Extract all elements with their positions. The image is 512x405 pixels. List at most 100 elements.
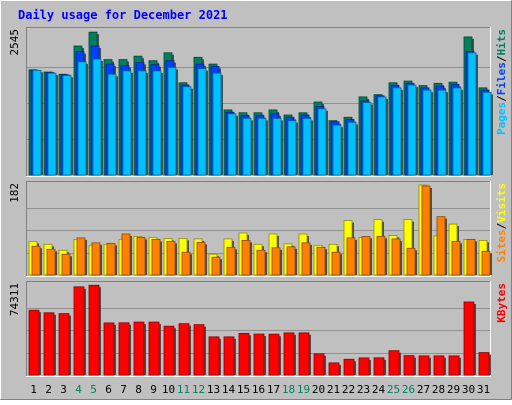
bar-kbytes	[403, 355, 416, 376]
bar-fill	[478, 352, 490, 376]
bar-fill	[76, 237, 86, 276]
bar-fill	[406, 247, 416, 276]
bar-sites	[331, 251, 342, 276]
bar-sites	[181, 251, 192, 276]
bar-fill	[61, 253, 71, 276]
bar-sites	[136, 237, 147, 276]
day-19	[298, 332, 311, 376]
day-14	[223, 109, 238, 176]
bar-kbytes	[178, 323, 191, 376]
bar-sites	[436, 216, 447, 276]
day-13	[208, 253, 222, 276]
bar-kbytes	[313, 353, 326, 376]
bar-kbytes	[208, 336, 221, 376]
bar-pages	[167, 67, 178, 176]
bar-fill	[422, 89, 432, 176]
x-tick-label: 13	[207, 383, 220, 396]
bar-fill	[136, 237, 146, 276]
x-tick-label: 4	[75, 383, 82, 396]
day-3	[58, 313, 71, 376]
bar-fill	[437, 89, 447, 176]
bar-fill	[152, 70, 162, 176]
bar-fill	[316, 246, 326, 276]
y-max-label: 74311	[8, 283, 21, 316]
x-tick-label: 27	[417, 383, 430, 396]
bars-visits	[28, 184, 492, 276]
bar-kbytes	[283, 332, 296, 376]
day-28	[433, 216, 447, 276]
bar-fill	[137, 70, 147, 176]
bar-fill	[361, 236, 371, 276]
bar-pages	[77, 61, 88, 176]
bar-sites	[376, 236, 387, 276]
legend: Sites/Visits	[495, 183, 508, 263]
bar-pages	[362, 102, 373, 176]
day-1	[28, 309, 41, 376]
bar-fill	[107, 73, 117, 176]
bar-sites	[361, 236, 372, 276]
x-tick-label: 20	[312, 383, 325, 396]
bar-fill	[287, 120, 297, 176]
day-31	[478, 239, 492, 276]
bar-fill	[467, 52, 477, 176]
day-23	[358, 236, 372, 276]
day-14	[223, 238, 237, 276]
day-4	[73, 45, 88, 176]
bar-sites	[271, 247, 282, 276]
day-12	[193, 238, 207, 276]
day-5	[88, 242, 102, 276]
chart-panels: 2545Pages/Files/Hits182Sites/Visits74311…	[8, 27, 508, 377]
bars-hits	[28, 31, 493, 176]
x-tick-label: 25	[387, 383, 400, 396]
bar-fill	[31, 245, 41, 276]
legend-item-kbytes: KBytes	[495, 283, 508, 323]
day-1	[28, 69, 43, 176]
day-9	[148, 321, 161, 376]
legend-separator: /	[495, 95, 508, 102]
bar-fill	[481, 250, 491, 276]
bar-fill	[392, 87, 402, 176]
bar-fill	[421, 185, 431, 276]
bar-fill	[436, 216, 446, 276]
bar-pages	[422, 89, 433, 176]
day-16	[253, 112, 268, 176]
bar-fill	[118, 322, 130, 376]
bar-fill	[92, 58, 102, 176]
bar-sites	[241, 239, 252, 276]
bar-pages	[107, 73, 118, 176]
day-29	[448, 355, 461, 376]
day-15	[238, 232, 252, 276]
day-2	[43, 71, 58, 176]
bar-pages	[152, 70, 163, 176]
day-2	[43, 243, 57, 276]
bar-kbytes	[223, 336, 236, 376]
day-14	[223, 336, 236, 376]
x-axis-labels: 1 2 3 4 5 6 7 8 9 10 11 12 13 14 15 16 17 18 19 20 21 22 23 24 2…	[30, 383, 490, 396]
day-9	[148, 60, 163, 176]
bar-pages	[257, 118, 268, 176]
bar-fill	[376, 236, 386, 276]
x-tick-label: 26	[402, 383, 415, 396]
y-max-label: 182	[8, 183, 21, 203]
bar-pages	[47, 72, 58, 176]
bar-fill	[463, 301, 475, 376]
day-22	[343, 220, 357, 276]
bar-fill	[482, 91, 492, 176]
day-10	[163, 325, 176, 376]
bar-kbytes	[478, 352, 491, 376]
bar-fill	[358, 357, 370, 376]
day-11	[178, 323, 191, 376]
bar-fill	[121, 233, 131, 276]
x-tick-label: 15	[237, 383, 250, 396]
day-19	[298, 112, 313, 176]
day-7	[118, 59, 133, 176]
bar-fill	[268, 333, 280, 376]
bar-kbytes	[163, 325, 176, 376]
bar-kbytes	[238, 332, 251, 376]
y-max-label: 2545	[8, 29, 21, 56]
bar-sites	[406, 247, 417, 276]
bar-kbytes	[43, 312, 56, 376]
bar-sites	[391, 238, 402, 276]
